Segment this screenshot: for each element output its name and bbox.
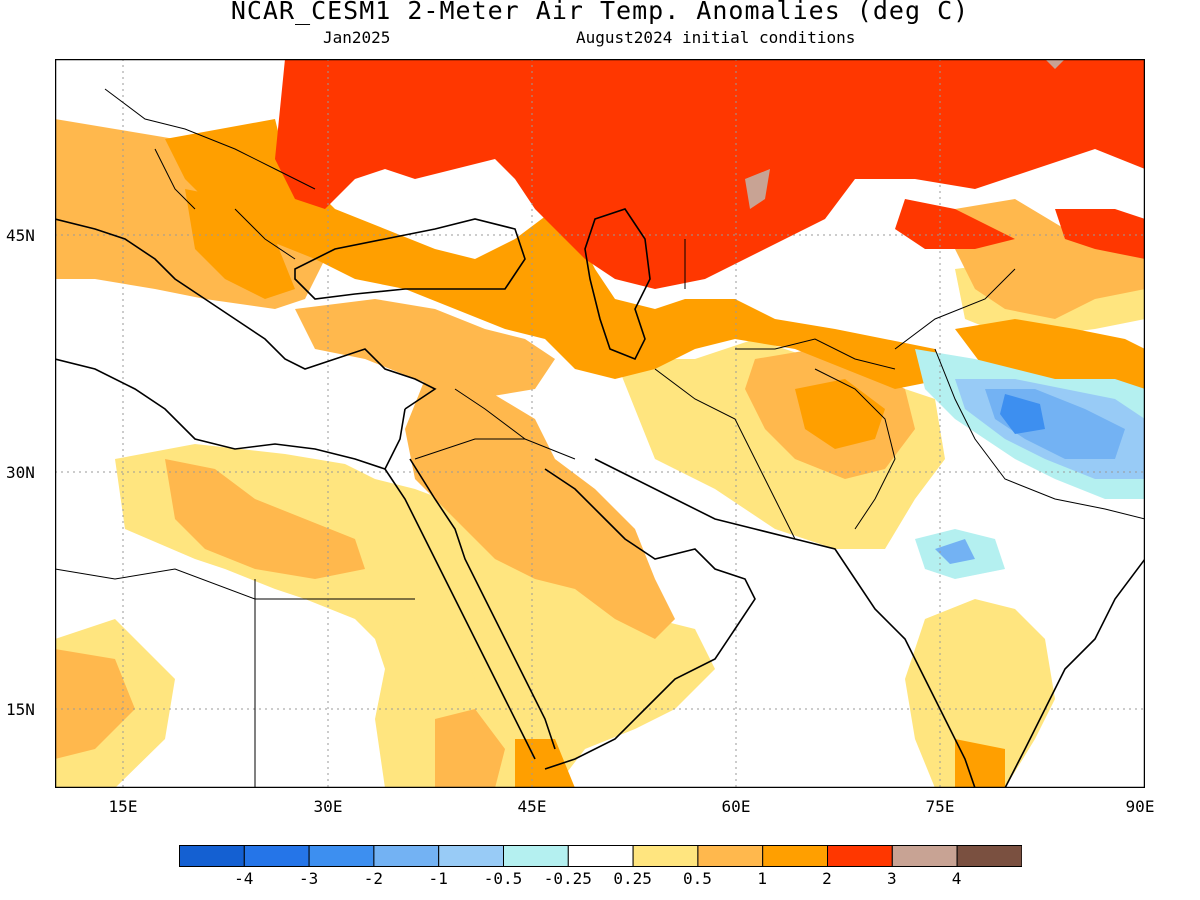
colorbar-swatch	[179, 845, 245, 867]
lon-label-90e: 90E	[1125, 797, 1155, 816]
init-conditions-label: August2024 initial conditions	[576, 28, 856, 47]
colorbar-label: 2	[822, 869, 832, 888]
colorbar-label: -2	[363, 869, 384, 888]
colorbar-label: -3	[298, 869, 319, 888]
colorbar-label: 0.5	[682, 869, 712, 888]
valid-month-label: Jan2025	[323, 28, 391, 47]
colorbar-swatch	[697, 845, 764, 867]
colorbar-label: -4	[234, 869, 254, 888]
lon-label-75e: 75E	[925, 797, 955, 816]
lon-label-30e: 30E	[313, 797, 343, 816]
lat-label-30n: 30N	[6, 463, 35, 482]
colorbar-label: -0.5	[483, 869, 523, 888]
anomaly-map	[55, 59, 1145, 788]
colorbar-swatch	[632, 845, 699, 867]
colorbar-label: 0.25	[613, 869, 652, 888]
colorbar-swatch	[891, 845, 958, 867]
colorbar-swatch	[438, 845, 505, 867]
colorbar-label: 1	[757, 869, 768, 888]
anomaly-fill-tan	[745, 59, 1065, 209]
colorbar	[179, 845, 1022, 867]
colorbar-swatch	[567, 845, 634, 867]
lat-label-45n: 45N	[6, 226, 35, 245]
borders	[55, 88, 1145, 788]
colorbar-swatch	[827, 845, 893, 867]
graticule	[55, 59, 1145, 788]
colorbar-swatch	[762, 845, 829, 867]
colorbar-swatch	[243, 845, 310, 867]
colorbar-label: -1	[428, 869, 448, 888]
lon-label-45e: 45E	[517, 797, 547, 816]
map-title: NCAR_CESM1 2-Meter Air Temp. Anomalies (…	[230, 0, 970, 25]
anomaly-fill-red	[275, 59, 1145, 289]
colorbar-label: 3	[886, 869, 897, 888]
colorbar-swatch	[373, 845, 440, 867]
coastlines	[55, 208, 1145, 788]
lat-label-15n: 15N	[6, 700, 35, 719]
colorbar-swatch	[503, 845, 569, 867]
lon-label-60e: 60E	[721, 797, 751, 816]
anomaly-fill-blue	[1000, 394, 1045, 434]
colorbar-swatch	[308, 845, 375, 867]
colorbar-label: 4	[951, 869, 962, 888]
colorbar-label: -0.25	[543, 869, 592, 888]
map-frame	[55, 59, 1145, 788]
lon-label-15e: 15E	[108, 797, 138, 816]
colorbar-swatch	[956, 845, 1022, 867]
